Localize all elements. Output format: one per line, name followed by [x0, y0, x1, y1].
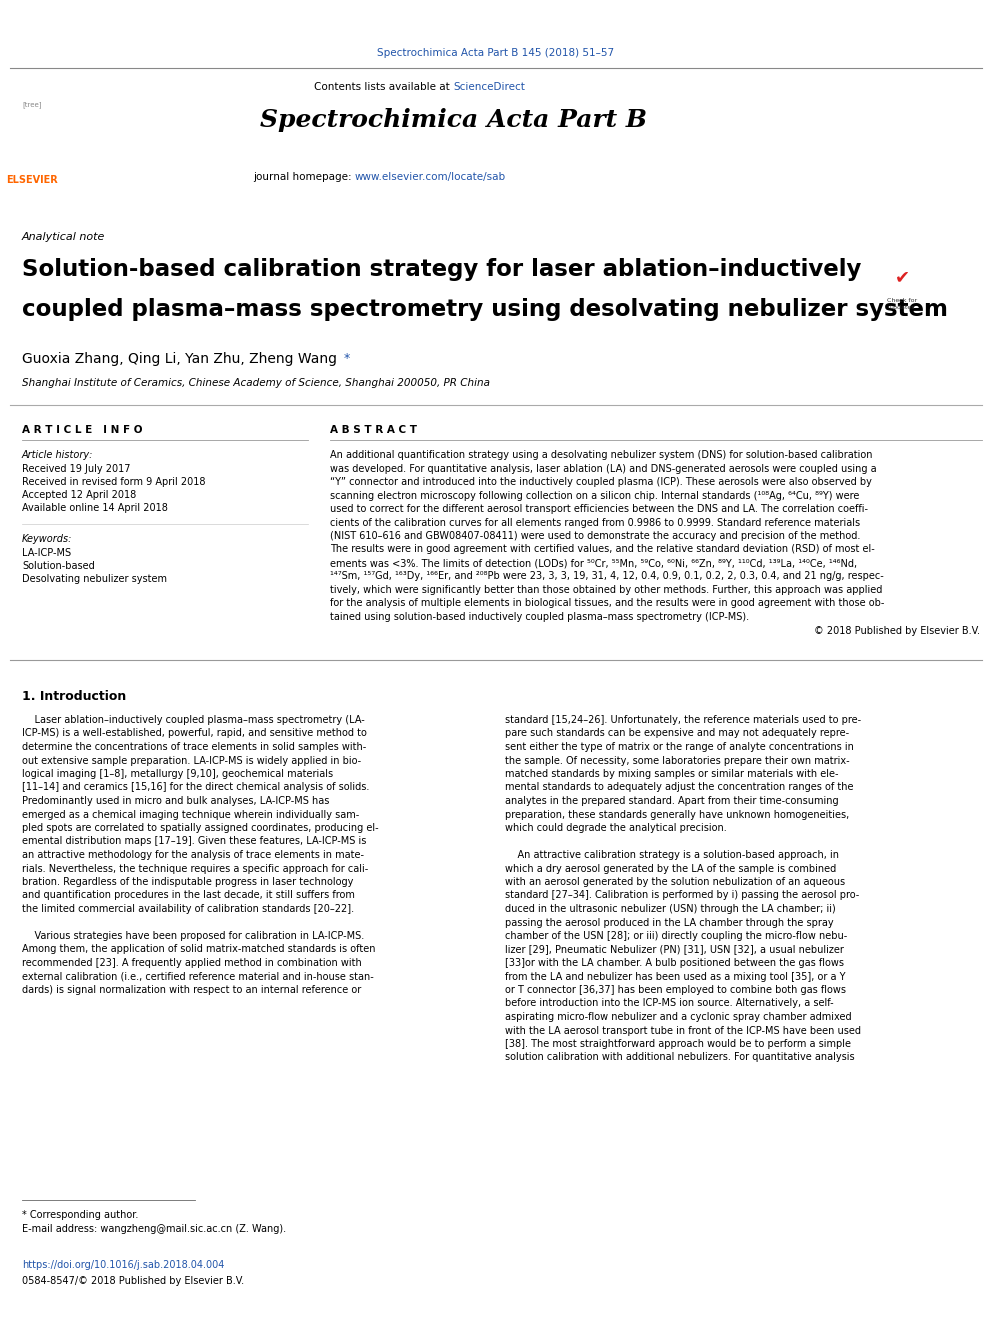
Text: ements was <3%. The limits of detection (LODs) for ⁵⁰Cr, ⁵⁵Mn, ⁵⁹Co, ⁶⁰Ni, ⁶⁶Zn,: ements was <3%. The limits of detection … — [330, 558, 857, 568]
Text: coupled plasma–mass spectrometry using desolvating nebulizer system: coupled plasma–mass spectrometry using d… — [22, 298, 948, 321]
Text: or T connector [36,37] has been employed to combine both gas flows: or T connector [36,37] has been employed… — [505, 986, 846, 995]
Text: rials. Nevertheless, the technique requires a specific approach for cali-: rials. Nevertheless, the technique requi… — [22, 864, 368, 873]
Text: Laser ablation–inductively coupled plasma–mass spectrometry (LA-: Laser ablation–inductively coupled plasm… — [22, 714, 365, 725]
Text: ELSEVIER: ELSEVIER — [6, 175, 58, 185]
Text: for the analysis of multiple elements in biological tissues, and the results wer: for the analysis of multiple elements in… — [330, 598, 885, 609]
Text: external calibration (i.e., certified reference material and in-house stan-: external calibration (i.e., certified re… — [22, 971, 374, 982]
Text: https://doi.org/10.1016/j.sab.2018.04.004: https://doi.org/10.1016/j.sab.2018.04.00… — [22, 1259, 224, 1270]
Text: [33]or with the LA chamber. A bulb positioned between the gas flows: [33]or with the LA chamber. A bulb posit… — [505, 958, 844, 968]
Text: *: * — [340, 352, 350, 365]
Text: from the LA and nebulizer has been used as a mixing tool [35], or a Y: from the LA and nebulizer has been used … — [505, 971, 845, 982]
Text: recommended [23]. A frequently applied method in combination with: recommended [23]. A frequently applied m… — [22, 958, 362, 968]
Text: Received 19 July 2017: Received 19 July 2017 — [22, 464, 131, 474]
Text: Desolvating nebulizer system: Desolvating nebulizer system — [22, 574, 167, 583]
Text: Contents lists available at: Contents lists available at — [314, 82, 453, 93]
Text: scanning electron microscopy following collection on a silicon chip. Internal st: scanning electron microscopy following c… — [330, 491, 859, 500]
Text: © 2018 Published by Elsevier B.V.: © 2018 Published by Elsevier B.V. — [814, 626, 980, 635]
FancyBboxPatch shape — [0, 67, 63, 194]
Text: Accepted 12 April 2018: Accepted 12 April 2018 — [22, 490, 136, 500]
Text: pled spots are correlated to spatially assigned coordinates, producing el-: pled spots are correlated to spatially a… — [22, 823, 379, 833]
Text: with an aerosol generated by the solution nebulization of an aqueous: with an aerosol generated by the solutio… — [505, 877, 845, 886]
Text: [38]. The most straightforward approach would be to perform a simple: [38]. The most straightforward approach … — [505, 1039, 851, 1049]
Text: Solution-based: Solution-based — [22, 561, 95, 572]
Text: determine the concentrations of trace elements in solid samples with-: determine the concentrations of trace el… — [22, 742, 366, 751]
Text: 0584-8547/© 2018 Published by Elsevier B.V.: 0584-8547/© 2018 Published by Elsevier B… — [22, 1275, 244, 1286]
Text: chamber of the USN [28]; or iii) directly coupling the micro-flow nebu-: chamber of the USN [28]; or iii) directl… — [505, 931, 847, 941]
Text: [11–14] and ceramics [15,16] for the direct chemical analysis of solids.: [11–14] and ceramics [15,16] for the dir… — [22, 782, 369, 792]
FancyBboxPatch shape — [63, 67, 843, 194]
Text: [tree]: [tree] — [22, 102, 42, 108]
FancyBboxPatch shape — [845, 67, 992, 194]
Text: the sample. Of necessity, some laboratories prepare their own matrix-: the sample. Of necessity, some laborator… — [505, 755, 849, 766]
Text: ICP-MS) is a well-established, powerful, rapid, and sensitive method to: ICP-MS) is a well-established, powerful,… — [22, 729, 367, 738]
Text: mental standards to adequately adjust the concentration ranges of the: mental standards to adequately adjust th… — [505, 782, 853, 792]
FancyBboxPatch shape — [845, 67, 918, 140]
Text: which could degrade the analytical precision.: which could degrade the analytical preci… — [505, 823, 727, 833]
Text: tively, which were significantly better than those obtained by other methods. Fu: tively, which were significantly better … — [330, 585, 882, 595]
Text: Predominantly used in micro and bulk analyses, LA-ICP-MS has: Predominantly used in micro and bulk ana… — [22, 796, 329, 806]
Text: analytes in the prepared standard. Apart from their time-consuming: analytes in the prepared standard. Apart… — [505, 796, 838, 806]
Text: tained using solution-based inductively coupled plasma–mass spectrometry (ICP-MS: tained using solution-based inductively … — [330, 613, 749, 622]
Text: Received in revised form 9 April 2018: Received in revised form 9 April 2018 — [22, 478, 205, 487]
Text: ScienceDirect: ScienceDirect — [453, 82, 525, 93]
Text: cients of the calibration curves for all elements ranged from 0.9986 to 0.9999. : cients of the calibration curves for all… — [330, 517, 860, 528]
Text: used to correct for the different aerosol transport efficiencies between the DNS: used to correct for the different aeroso… — [330, 504, 868, 515]
Text: LA-ICP-MS: LA-ICP-MS — [22, 548, 71, 558]
Text: Shanghai Institute of Ceramics, Chinese Academy of Science, Shanghai 200050, PR : Shanghai Institute of Ceramics, Chinese … — [22, 378, 490, 388]
Text: “Y” connector and introduced into the inductively coupled plasma (ICP). These ae: “Y” connector and introduced into the in… — [330, 478, 872, 487]
Text: logical imaging [1–8], metallurgy [9,10], geochemical materials: logical imaging [1–8], metallurgy [9,10]… — [22, 769, 333, 779]
Text: duced in the ultrasonic nebulizer (USN) through the LA chamber; ii): duced in the ultrasonic nebulizer (USN) … — [505, 904, 835, 914]
Text: pare such standards can be expensive and may not adequately repre-: pare such standards can be expensive and… — [505, 729, 849, 738]
Text: was developed. For quantitative analysis, laser ablation (LA) and DNS-generated : was developed. For quantitative analysis… — [330, 463, 877, 474]
Text: dards) is signal normalization with respect to an internal reference or: dards) is signal normalization with resp… — [22, 986, 361, 995]
Text: (NIST 610–616 and GBW08407-08411) were used to demonstrate the accuracy and prec: (NIST 610–616 and GBW08407-08411) were u… — [330, 531, 860, 541]
Text: journal homepage:: journal homepage: — [253, 172, 355, 183]
Text: ✔: ✔ — [895, 269, 910, 286]
Text: www.elsevier.com/locate/sab: www.elsevier.com/locate/sab — [355, 172, 506, 183]
Text: 1. Introduction: 1. Introduction — [22, 691, 126, 703]
Text: emental distribution maps [17–19]. Given these features, LA-ICP-MS is: emental distribution maps [17–19]. Given… — [22, 836, 366, 847]
Text: Spectrochimica Acta Part B 145 (2018) 51–57: Spectrochimica Acta Part B 145 (2018) 51… — [377, 48, 615, 58]
Text: A B S T R A C T: A B S T R A C T — [330, 425, 417, 435]
Text: an attractive methodology for the analysis of trace elements in mate-: an attractive methodology for the analys… — [22, 849, 364, 860]
Text: standard [27–34]. Calibration is performed by i) passing the aerosol pro-: standard [27–34]. Calibration is perform… — [505, 890, 859, 901]
Text: SPECTROCHIMICA
ACTA: SPECTROCHIMICA ACTA — [857, 78, 907, 89]
Text: preparation, these standards generally have unknown homogeneities,: preparation, these standards generally h… — [505, 810, 849, 819]
Text: aspirating micro-flow nebulizer and a cyclonic spray chamber admixed: aspirating micro-flow nebulizer and a cy… — [505, 1012, 851, 1021]
Text: A R T I C L E   I N F O: A R T I C L E I N F O — [22, 425, 143, 435]
Text: Among them, the application of solid matrix-matched standards is often: Among them, the application of solid mat… — [22, 945, 376, 954]
Text: matched standards by mixing samples or similar materials with ele-: matched standards by mixing samples or s… — [505, 769, 838, 779]
Text: with the LA aerosol transport tube in front of the ICP-MS have been used: with the LA aerosol transport tube in fr… — [505, 1025, 861, 1036]
Text: which a dry aerosol generated by the LA of the sample is combined: which a dry aerosol generated by the LA … — [505, 864, 836, 873]
Text: and quantification procedures in the last decade, it still suffers from: and quantification procedures in the las… — [22, 890, 355, 901]
Text: out extensive sample preparation. LA-ICP-MS is widely applied in bio-: out extensive sample preparation. LA-ICP… — [22, 755, 361, 766]
FancyBboxPatch shape — [918, 140, 992, 194]
Text: The results were in good agreement with certified values, and the relative stand: The results were in good agreement with … — [330, 545, 875, 554]
Text: standard [15,24–26]. Unfortunately, the reference materials used to pre-: standard [15,24–26]. Unfortunately, the … — [505, 714, 861, 725]
Text: Solution-based calibration strategy for laser ablation–inductively: Solution-based calibration strategy for … — [22, 258, 861, 280]
FancyBboxPatch shape — [918, 67, 992, 140]
Text: An additional quantification strategy using a desolvating nebulizer system (DNS): An additional quantification strategy us… — [330, 450, 873, 460]
Text: Spectrochimica Acta Part B: Spectrochimica Acta Part B — [260, 108, 647, 132]
Text: Guoxia Zhang, Qing Li, Yan Zhu, Zheng Wang: Guoxia Zhang, Qing Li, Yan Zhu, Zheng Wa… — [22, 352, 337, 366]
Text: Check for
updates: Check for updates — [887, 298, 917, 310]
Text: Various strategies have been proposed for calibration in LA-ICP-MS.: Various strategies have been proposed fo… — [22, 931, 364, 941]
Text: sent either the type of matrix or the range of analyte concentrations in: sent either the type of matrix or the ra… — [505, 742, 854, 751]
Text: Available online 14 April 2018: Available online 14 April 2018 — [22, 503, 168, 513]
Text: solution calibration with additional nebulizers. For quantitative analysis: solution calibration with additional neb… — [505, 1053, 855, 1062]
Text: Article history:: Article history: — [22, 450, 93, 460]
FancyBboxPatch shape — [845, 140, 918, 194]
Text: bration. Regardless of the indisputable progress in laser technology: bration. Regardless of the indisputable … — [22, 877, 353, 886]
Text: lizer [29], Pneumatic Nebulizer (PN) [31], USN [32], a usual nebulizer: lizer [29], Pneumatic Nebulizer (PN) [31… — [505, 945, 844, 954]
Text: passing the aerosol produced in the LA chamber through the spray: passing the aerosol produced in the LA c… — [505, 917, 833, 927]
Text: Analytical note: Analytical note — [22, 232, 105, 242]
Text: emerged as a chemical imaging technique wherein individually sam-: emerged as a chemical imaging technique … — [22, 810, 359, 819]
Text: ¹⁴⁷Sm, ¹⁵⁷Gd, ¹⁶³Dy, ¹⁶⁶Er, and ²⁰⁸Pb were 23, 3, 3, 19, 31, 4, 12, 0.4, 0.9, 0.: ¹⁴⁷Sm, ¹⁵⁷Gd, ¹⁶³Dy, ¹⁶⁶Er, and ²⁰⁸Pb we… — [330, 572, 884, 582]
Text: Keywords:: Keywords: — [22, 534, 72, 544]
Text: * Corresponding author.: * Corresponding author. — [22, 1211, 138, 1220]
Text: the limited commercial availability of calibration standards [20–22].: the limited commercial availability of c… — [22, 904, 354, 914]
Text: before introduction into the ICP-MS ion source. Alternatively, a self-: before introduction into the ICP-MS ion … — [505, 999, 833, 1008]
Text: E-mail address: wangzheng@mail.sic.ac.cn (Z. Wang).: E-mail address: wangzheng@mail.sic.ac.cn… — [22, 1224, 286, 1234]
FancyBboxPatch shape — [8, 197, 984, 210]
